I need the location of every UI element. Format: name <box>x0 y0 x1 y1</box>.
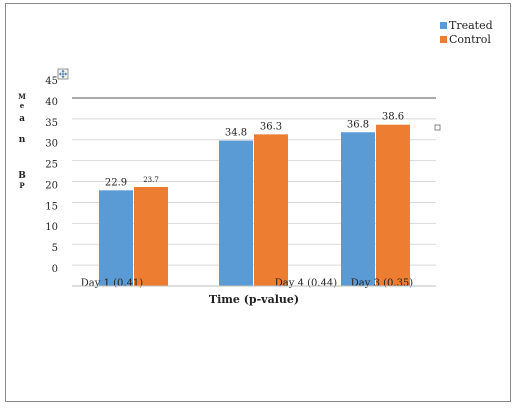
bar-treated-1 <box>99 190 133 286</box>
x-category-label: Day 1 (0.41) <box>81 278 144 289</box>
data-label: 34.8 <box>225 128 247 139</box>
bar-control-1 <box>134 186 168 286</box>
bar-treated-3 <box>341 132 375 286</box>
data-label: 22.9 <box>105 177 127 188</box>
y-axis-title-char: a <box>19 114 25 124</box>
y-tick-label: 20 <box>45 180 58 191</box>
y-axis-title-char: P <box>19 181 25 190</box>
x-axis-categories: Day 1 (0.41) Day 4 (0.44) Day 3 (0.35) <box>81 278 414 289</box>
y-tick-label: 5 <box>52 243 58 254</box>
move-handle-icon[interactable] <box>57 68 69 80</box>
y-axis-ticks: 0 5 10 15 20 25 30 35 40 45 <box>45 76 58 275</box>
resize-handle-icon[interactable] <box>434 124 441 131</box>
legend-swatch-treated <box>440 22 447 29</box>
legend-swatch-control <box>440 36 447 43</box>
y-tick-label: 10 <box>45 222 58 233</box>
y-axis-title-char: M <box>18 92 26 101</box>
bars <box>99 124 410 286</box>
y-axis-title: Mea n BP <box>18 92 26 190</box>
legend-label-treated: Treated <box>449 19 493 32</box>
y-tick-label: 25 <box>45 160 58 171</box>
chart-frame <box>5 3 511 402</box>
y-tick-label: 0 <box>52 264 58 275</box>
bar-treated-2 <box>219 140 253 286</box>
y-axis-title-char: B <box>18 171 26 181</box>
y-tick-label: 45 <box>45 76 58 87</box>
legend-label-control: Control <box>449 33 491 46</box>
bar-control-3 <box>376 124 410 286</box>
x-category-label: Day 3 (0.35) <box>351 278 414 289</box>
y-tick-label: 35 <box>45 118 58 129</box>
data-label: 36.3 <box>260 121 282 132</box>
y-axis-title-char: e <box>20 101 25 110</box>
data-labels: 22.9 34.8 36.8 23.7 36.3 38.6 <box>105 112 404 189</box>
x-category-label: Day 4 (0.44) <box>275 278 338 289</box>
data-label: 38.6 <box>382 112 404 123</box>
y-tick-label: 30 <box>45 139 58 150</box>
data-label: 23.7 <box>143 176 159 184</box>
y-tick-label: 15 <box>45 201 58 212</box>
data-label: 36.8 <box>347 119 369 130</box>
y-tick-label: 40 <box>45 97 58 108</box>
y-axis-title-char: n <box>19 135 26 145</box>
bar-control-2 <box>254 134 288 286</box>
x-axis-title: Time (p-value) <box>209 293 299 306</box>
